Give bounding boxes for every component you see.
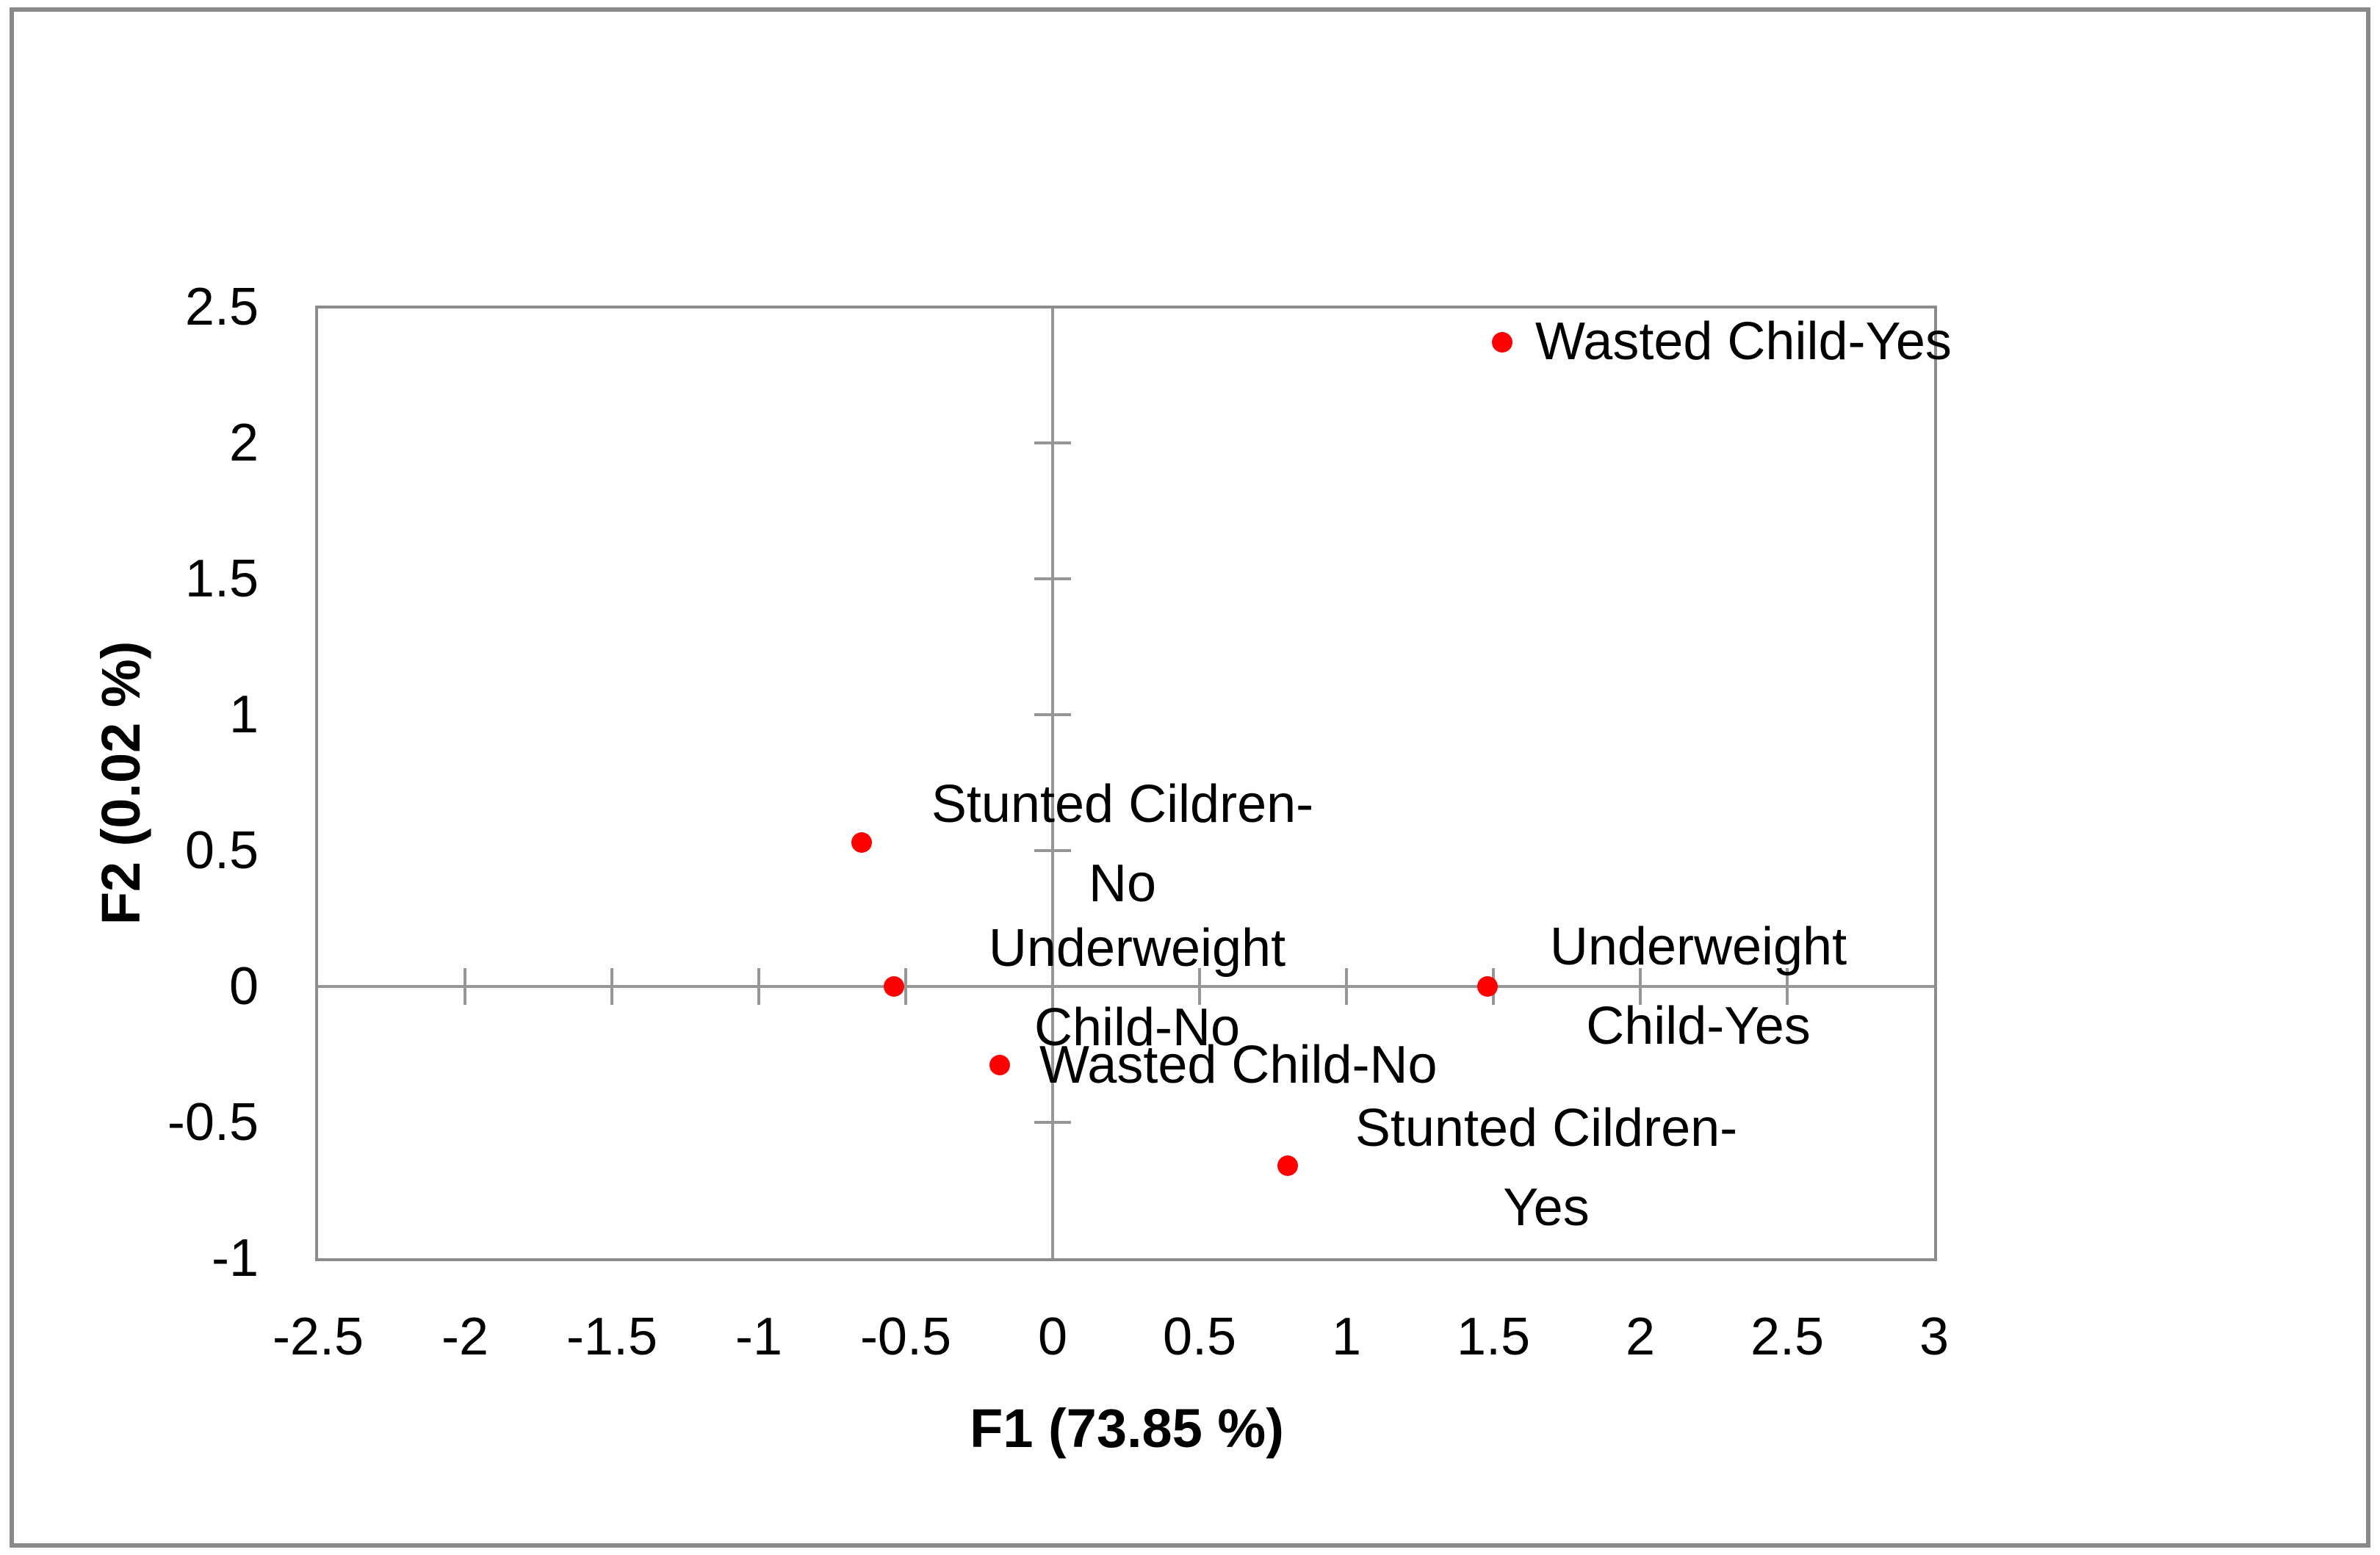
x-tick-label: 2 (1625, 1307, 1656, 1366)
x-tick (464, 968, 466, 1005)
point-label-stunted-cildren-no: Stunted Cildren- No (608, 765, 1637, 923)
x-axis-line (318, 985, 1934, 988)
y-tick (1034, 1121, 1071, 1124)
y-tick-label: 1 (228, 685, 259, 744)
y-tick-label: -0.5 (167, 1093, 259, 1152)
y-tick (1034, 441, 1071, 444)
y-tick-label: 2.5 (184, 278, 259, 336)
data-point-stunted-cildren-no (851, 831, 872, 853)
y-tick-label: 1.5 (184, 549, 259, 608)
x-tick-label: 2.5 (1750, 1307, 1825, 1366)
x-tick-label: 1 (1331, 1307, 1362, 1366)
x-tick-label: -1 (735, 1307, 783, 1366)
x-axis-title: F1 (73.85 %) (970, 1398, 1284, 1459)
x-tick-label: -2 (441, 1307, 489, 1366)
y-tick (1034, 849, 1071, 852)
plot-area (315, 306, 1937, 1261)
point-label-line: Stunted Cildren- (1355, 1099, 1738, 1158)
data-point-wasted-child-yes (1492, 332, 1512, 353)
data-point-underweight-child-yes (1477, 976, 1498, 997)
data-point-stunted-cildren-yes (1277, 1155, 1298, 1177)
x-tick-label: -1.5 (566, 1307, 658, 1366)
y-tick (1034, 713, 1071, 716)
point-label-wasted-child-yes: Wasted Child-Yes (1535, 302, 1952, 381)
point-label-underweight-child-no: Underweight Child-No (623, 909, 1651, 1067)
x-tick (757, 968, 760, 1005)
data-point-wasted-child-no (989, 1055, 1010, 1076)
point-label-underweight-child-yes: Underweight Child-Yes (1184, 907, 2213, 1066)
x-tick-label: 0 (1037, 1307, 1068, 1366)
x-tick (1639, 968, 1642, 1005)
data-point-underweight-child-no (884, 976, 904, 997)
y-tick-label: -1 (211, 1229, 259, 1288)
y-axis-line (1051, 309, 1054, 1258)
x-tick-label: 1.5 (1456, 1307, 1531, 1366)
point-label-line: Child-Yes (1586, 997, 1811, 1056)
point-label-line: Child-No (1034, 998, 1241, 1057)
x-tick (904, 968, 907, 1005)
point-label-line: Wasted Child-No (1039, 1036, 1438, 1094)
x-tick (1345, 968, 1348, 1005)
point-label-line: Stunted Cildren- (931, 775, 1314, 834)
point-label-line: Wasted Child-Yes (1535, 312, 1952, 371)
x-tick-label: -0.5 (859, 1307, 952, 1366)
x-tick (1786, 968, 1789, 1005)
point-label-line: Underweight (1549, 917, 1847, 976)
x-tick (1198, 968, 1201, 1005)
point-label-wasted-child-no: Wasted Child-No (1039, 1025, 1438, 1105)
x-tick-label: 0.5 (1162, 1307, 1237, 1366)
point-label-stunted-cildren-yes: Stunted Cildren- Yes (1032, 1089, 2060, 1247)
point-label-line: No (1088, 854, 1157, 913)
y-tick-label: 0 (228, 957, 259, 1016)
y-tick-label: 0.5 (184, 821, 259, 880)
x-tick-label: 3 (1919, 1307, 1950, 1366)
y-tick-label: 2 (228, 414, 259, 472)
x-tick (610, 968, 613, 1005)
point-label-line: Underweight (988, 919, 1286, 978)
y-tick (1034, 577, 1071, 580)
x-tick-label: -2.5 (272, 1307, 364, 1366)
outer-border (10, 7, 2370, 1548)
point-label-line: Yes (1503, 1178, 1590, 1237)
